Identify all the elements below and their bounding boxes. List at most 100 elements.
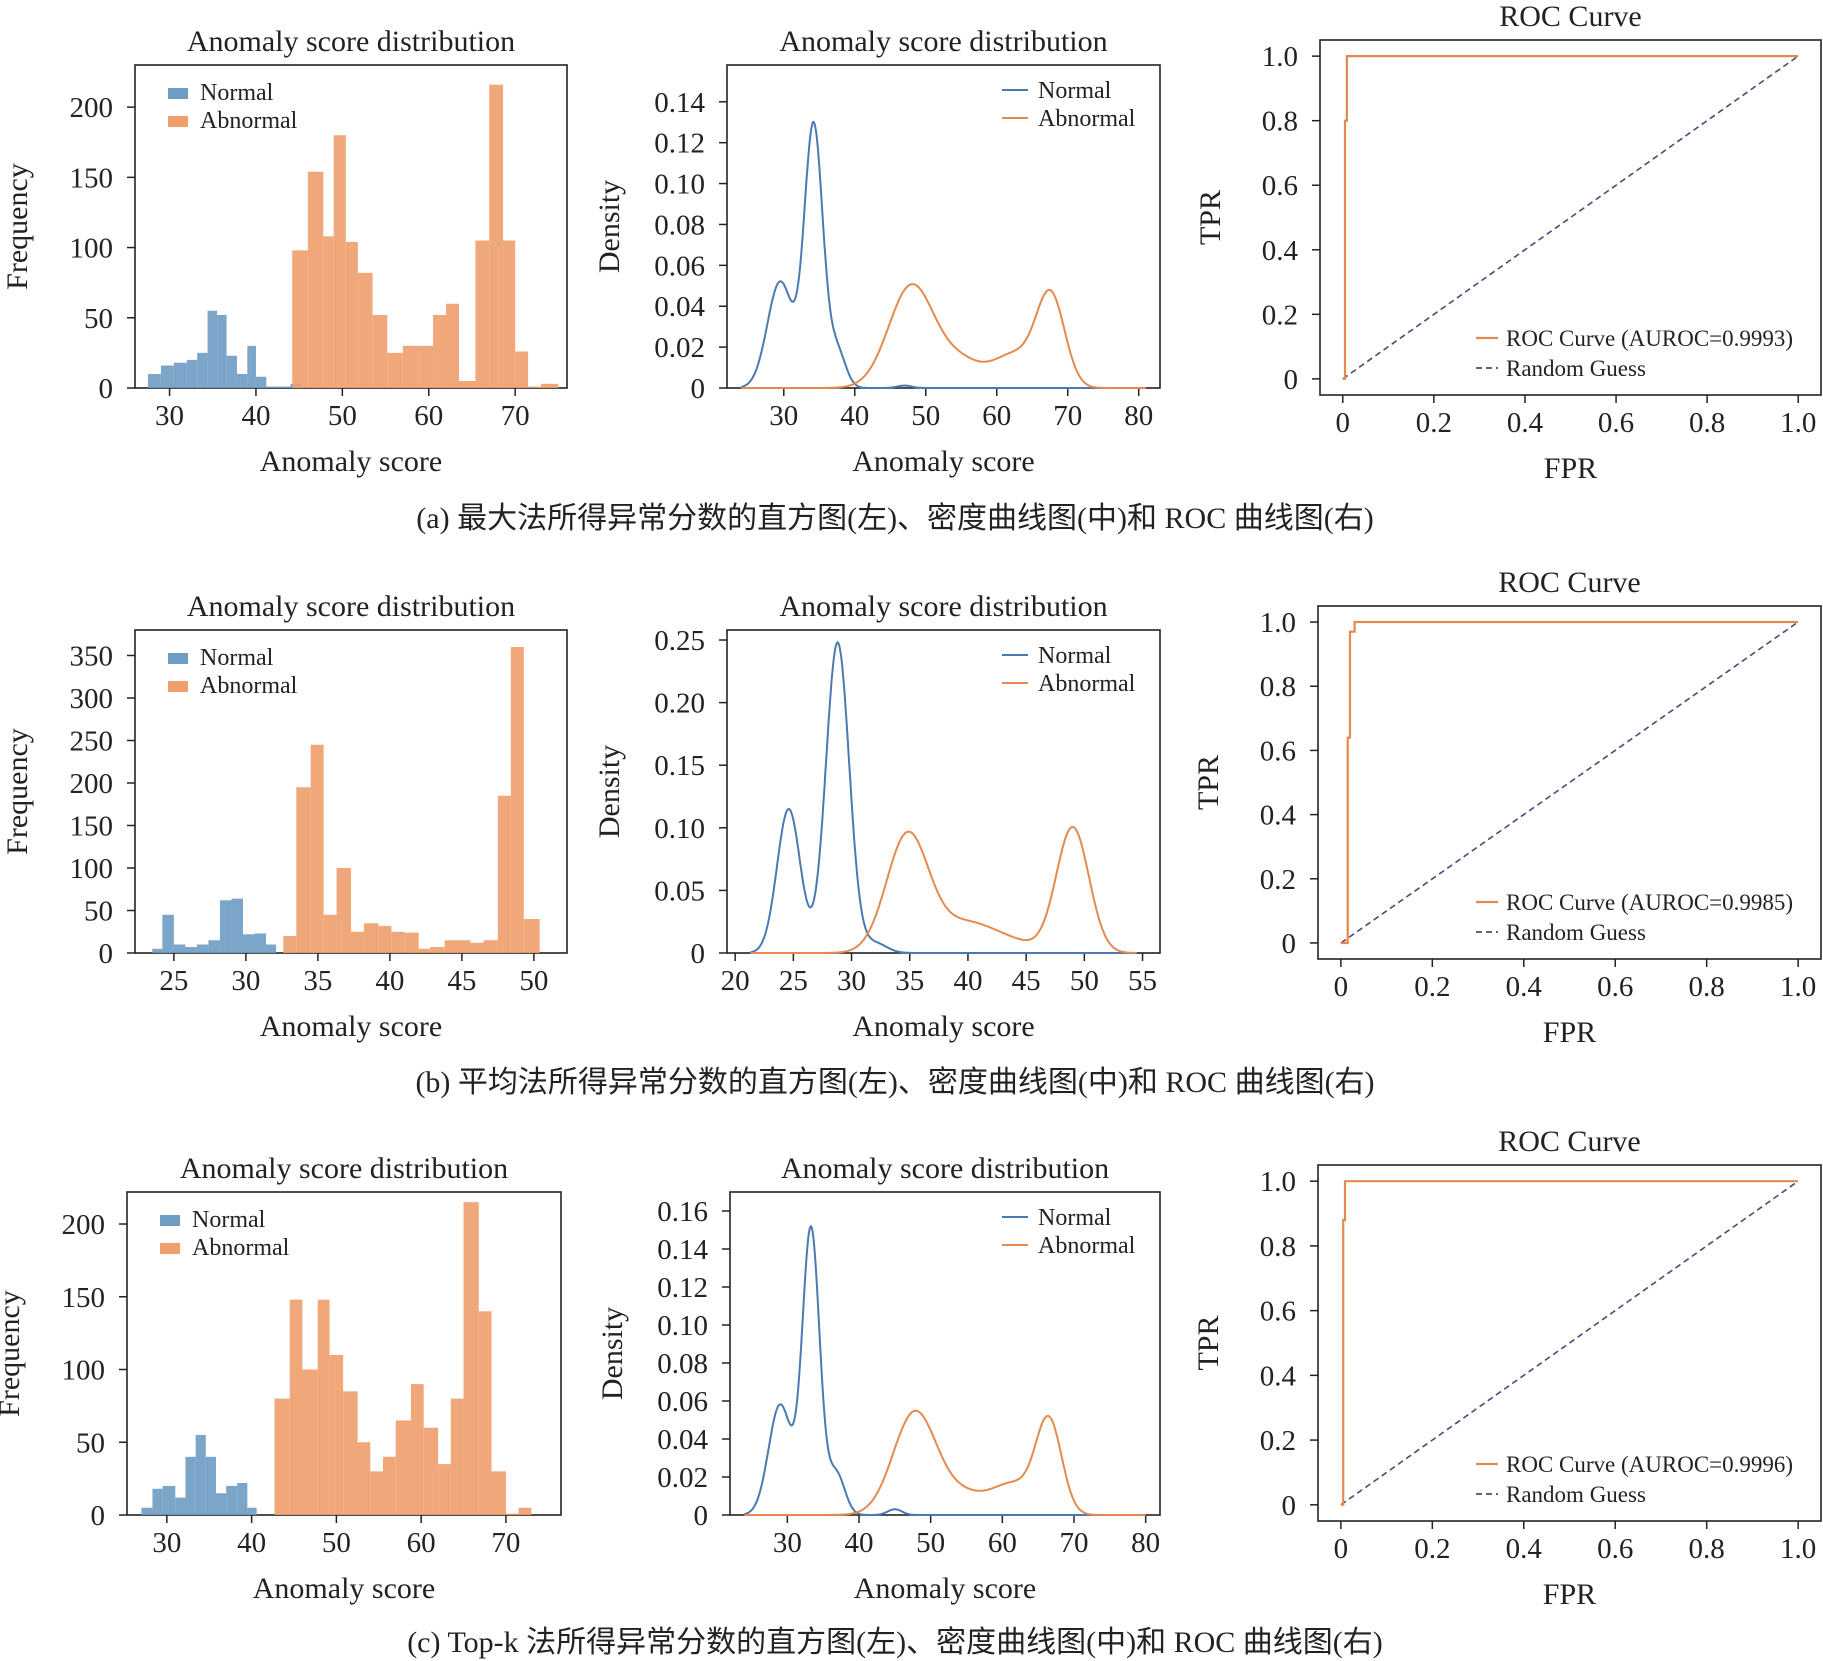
abnormal-bar (450, 1398, 464, 1515)
x-tick-label: 1.0 (1780, 971, 1816, 1003)
normal-bar (231, 898, 243, 953)
x-tick-label: 0.2 (1414, 1533, 1450, 1565)
y-tick-label: 350 (70, 641, 114, 673)
x-tick-label: 0.8 (1689, 971, 1725, 1003)
abnormal-bar (357, 1442, 371, 1515)
abnormal-bar (323, 236, 334, 388)
abnormal-bar (345, 241, 358, 388)
abnormal-bar (423, 1427, 439, 1515)
x-tick-label: 50 (916, 1527, 945, 1559)
legend-abnormal-swatch (160, 1243, 180, 1254)
panel-density-1: Anomaly score distribution Anomaly score D… (593, 590, 1161, 1043)
x-tick-label: 30 (769, 400, 798, 432)
abnormal-bar (478, 1311, 492, 1515)
y-tick-label: 0.06 (657, 1386, 708, 1418)
chart-title: Anomaly score distribution (187, 590, 515, 623)
x-tick-label: 25 (779, 965, 808, 997)
abnormal-bar (336, 868, 351, 953)
normal-bar (205, 1456, 217, 1515)
abnormal-bar (317, 1299, 330, 1515)
normal-density-line (744, 1224, 1146, 1516)
y-axis-label: Density (596, 1307, 629, 1400)
legend-random-label: Random Guess (1506, 356, 1646, 381)
x-tick-label: 70 (491, 1527, 520, 1559)
y-tick-label: 100 (70, 233, 114, 265)
y-tick-label: 0.2 (1260, 1425, 1296, 1457)
x-tick-label: 0.6 (1598, 407, 1634, 439)
normal-bar (255, 376, 267, 388)
y-tick-label: 50 (84, 303, 113, 335)
normal-bar (186, 359, 198, 388)
y-tick-label: 0 (694, 1500, 709, 1532)
y-tick-label: 1.0 (1260, 1166, 1296, 1198)
legend-abnormal-swatch (168, 116, 188, 127)
normal-bar (141, 1507, 153, 1515)
normal-bar (266, 386, 278, 388)
y-tick-label: 100 (70, 853, 114, 885)
x-tick-label: 45 (1012, 965, 1041, 997)
abnormal-bar (310, 744, 324, 953)
y-tick-label: 0.12 (657, 1272, 708, 1304)
plot-frame (1317, 605, 1822, 960)
y-tick-label: 0.16 (657, 1196, 708, 1228)
abnormal-bar (523, 919, 540, 953)
random-guess-line (1340, 1180, 1799, 1506)
panels: Anomaly score distribution Anomaly score F… (0, 0, 1822, 1611)
normal-bar (147, 373, 161, 388)
normal-bar (162, 1485, 176, 1515)
normal-bar (173, 944, 186, 953)
x-tick-label: 50 (322, 1527, 351, 1559)
y-axis-label: Density (593, 745, 626, 838)
panel-density-0: Anomaly score distribution Anomaly score D… (593, 25, 1161, 478)
roc-curve-line (1340, 620, 1799, 945)
y-axis-label: Frequency (0, 1290, 26, 1417)
abnormal-bar (430, 947, 445, 953)
x-tick-label: 35 (895, 965, 924, 997)
normal-bar (207, 310, 218, 388)
x-axis-label: Anomaly score (260, 445, 442, 478)
legend-normal-label: Normal (1038, 643, 1112, 669)
caption-b: (b) 平均法所得异常分数的直方图(左)、密度曲线图(中)和 ROC 曲线图(右… (415, 1066, 1374, 1099)
x-tick-label: 45 (447, 965, 476, 997)
normal-bar (247, 1507, 257, 1515)
abnormal-bar (343, 1391, 358, 1515)
legend-normal-swatch (168, 653, 188, 664)
legend-random-label: Random Guess (1506, 1482, 1646, 1507)
y-tick-label: 0 (691, 373, 706, 405)
abnormal-bar (470, 942, 484, 953)
normal-bar (195, 1434, 206, 1515)
y-tick-label: 0.08 (654, 209, 705, 241)
abnormal-bar (475, 240, 490, 388)
x-axis-label: Anomaly score (852, 1010, 1034, 1043)
legend-normal-swatch (168, 88, 188, 99)
y-tick-label: 50 (84, 896, 113, 928)
x-tick-label: 40 (237, 1527, 266, 1559)
panel-hist-2: Anomaly score distribution Anomaly score F… (0, 1152, 562, 1605)
y-tick-label: 0 (691, 938, 706, 970)
y-tick-label: 0.10 (654, 169, 705, 201)
normal-bar (254, 933, 267, 953)
normal-bar (185, 1456, 196, 1515)
plot-frame (1319, 39, 1822, 396)
y-tick-label: 0.6 (1260, 735, 1296, 767)
normal-bar (216, 1493, 227, 1515)
y-tick-label: 0.02 (657, 1462, 708, 1494)
panel-density-2: Anomaly score distribution Anomaly score D… (596, 1152, 1161, 1605)
legend-abnormal-label: Abnormal (1038, 106, 1136, 132)
panel-hist-1: Anomaly score distribution Anomaly score F… (1, 590, 568, 1043)
abnormal-bar (418, 345, 434, 388)
abnormal-bar (323, 914, 337, 953)
x-tick-label: 0 (1336, 407, 1351, 439)
abnormal-bar (307, 171, 324, 388)
x-tick-label: 60 (982, 400, 1011, 432)
y-tick-label: 0.6 (1260, 1296, 1296, 1328)
chart-title: ROC Curve (1498, 566, 1641, 599)
y-tick-label: 0.14 (657, 1234, 708, 1266)
x-tick-label: 50 (328, 400, 357, 432)
x-tick-label: 0.4 (1506, 1533, 1543, 1565)
y-tick-label: 200 (70, 768, 114, 800)
y-axis-label: TPR (1192, 755, 1225, 810)
abnormal-bar (518, 1507, 532, 1515)
normal-bar (175, 1497, 186, 1515)
